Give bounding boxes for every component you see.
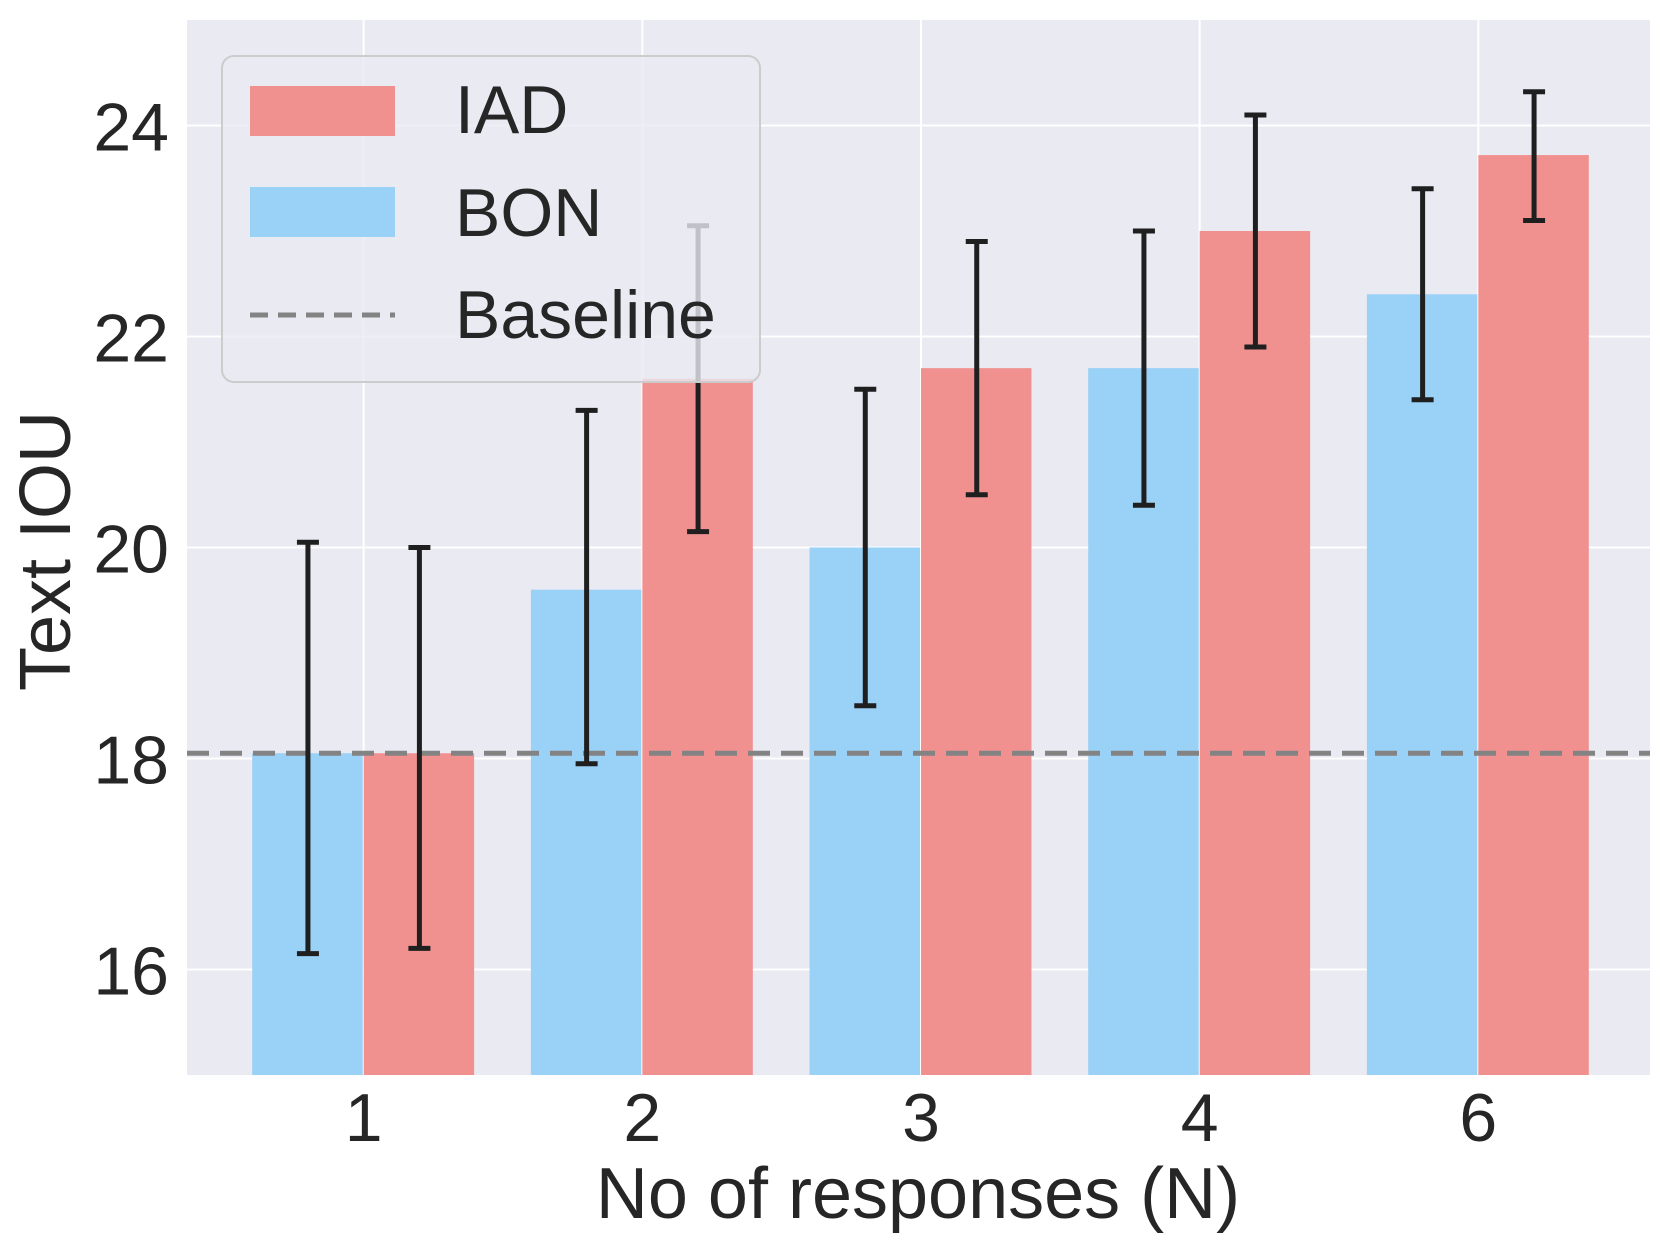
- x-tick-label-2: 2: [623, 1080, 661, 1156]
- y-axis-label: Text IOU: [6, 411, 86, 691]
- tick-labels: 16 18 20 22 24 1 2 3 4 6: [93, 90, 1497, 1157]
- bar-iad-4: [1199, 231, 1311, 1075]
- legend-box: [221, 55, 761, 383]
- x-tick-label-1: 1: [345, 1080, 383, 1156]
- legend-swatch-bon: [250, 187, 395, 237]
- bars: [252, 155, 1589, 1076]
- legend-label-iad: IAD: [455, 72, 568, 148]
- x-tick-label-4: 4: [1181, 1080, 1219, 1156]
- legend: IAD BON Baseline: [221, 55, 761, 383]
- x-tick-label-3: 3: [902, 1080, 940, 1156]
- y-tick-label-18: 18: [93, 723, 169, 799]
- x-tick-label-6: 6: [1459, 1080, 1497, 1156]
- legend-swatch-iad: [250, 86, 395, 136]
- y-tick-label-24: 24: [93, 90, 169, 166]
- bar-bon-6: [1366, 294, 1478, 1075]
- y-tick-label-20: 20: [93, 512, 169, 588]
- y-tick-label-16: 16: [93, 934, 169, 1010]
- bar-iad-6: [1478, 155, 1589, 1076]
- x-axis-label: No of responses (N): [596, 1154, 1240, 1234]
- y-tick-label-22: 22: [93, 301, 169, 377]
- legend-label-bon: BON: [455, 175, 602, 251]
- legend-label-baseline: Baseline: [455, 277, 716, 353]
- error-bars: [296, 89, 1546, 957]
